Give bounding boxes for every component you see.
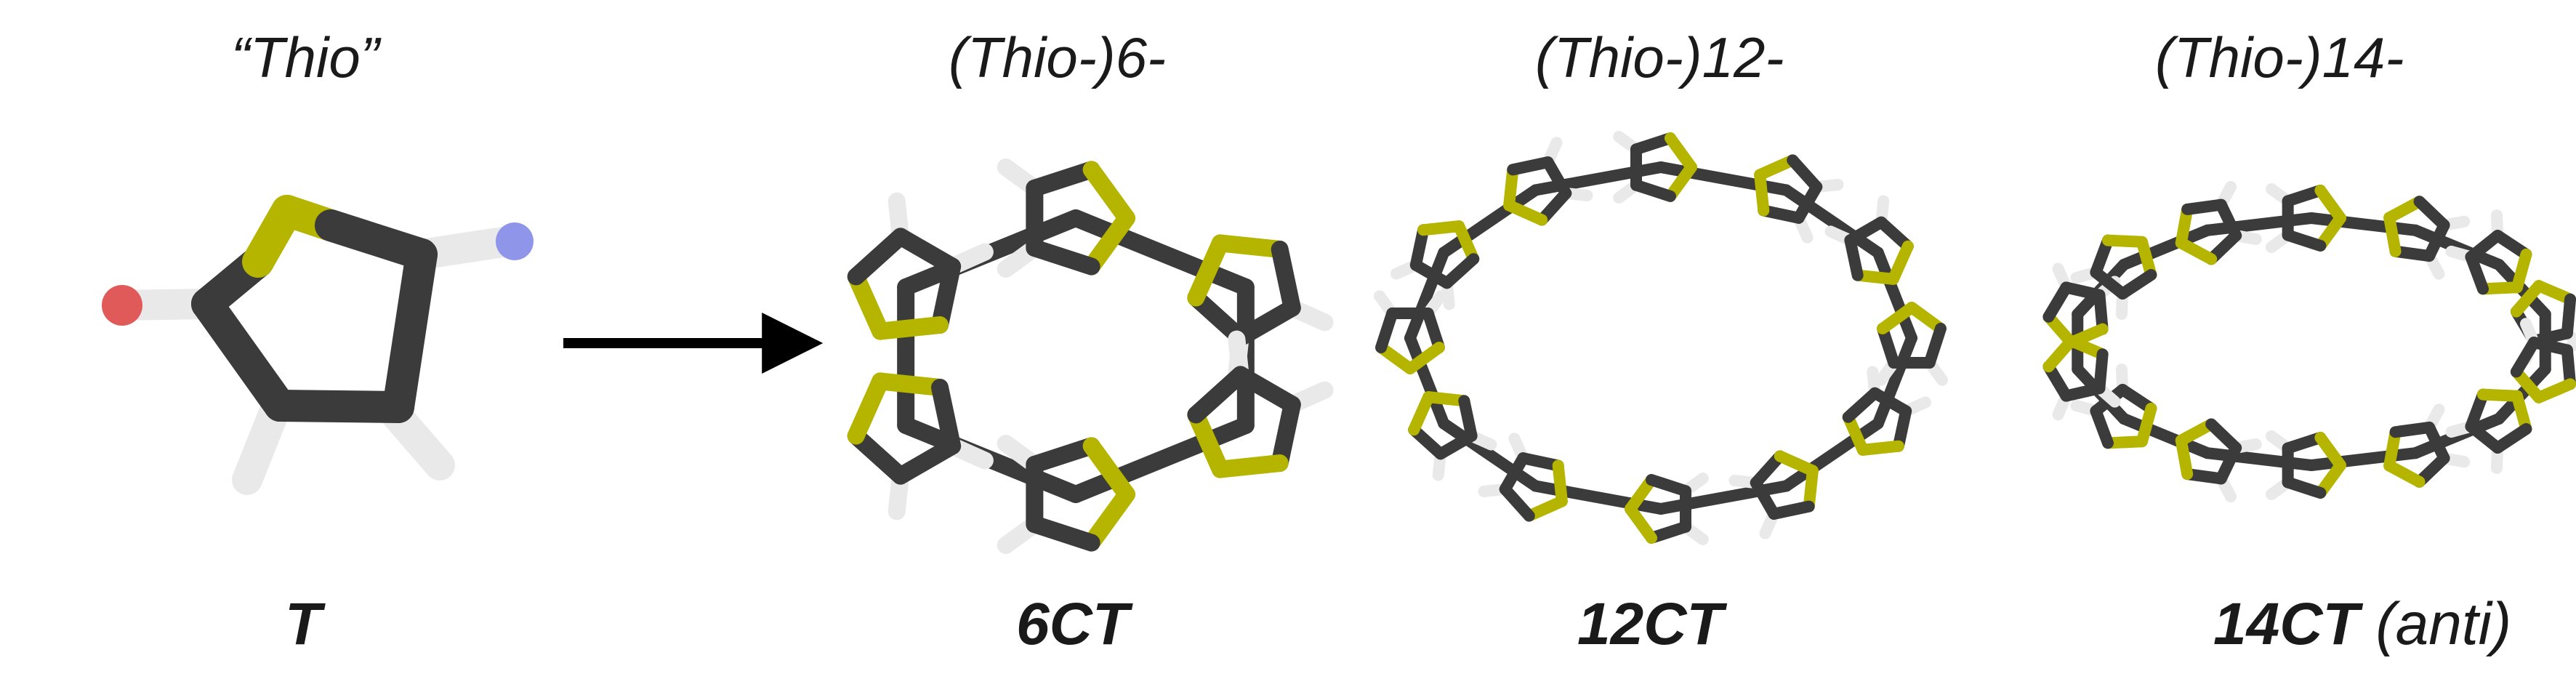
cyclo-12-thiophene bbox=[1374, 131, 1948, 545]
thiophene-unit bbox=[997, 435, 1135, 554]
thiophene-unit bbox=[1478, 433, 1568, 522]
thiophene-unit bbox=[1408, 391, 1497, 481]
thiophene-unit bbox=[2383, 196, 2471, 280]
thiophene-monomer bbox=[102, 195, 534, 495]
thiophene-unit bbox=[1503, 137, 1593, 226]
thiophene-unit bbox=[1728, 450, 1819, 539]
thiophene-unit bbox=[2510, 318, 2576, 403]
thiophene-unit bbox=[2445, 388, 2532, 474]
thiophene-unit bbox=[847, 192, 994, 340]
thiophene-unit bbox=[2265, 430, 2346, 500]
thiophene-unit bbox=[1374, 290, 1446, 374]
thiophene-unit bbox=[2265, 183, 2346, 253]
terminal-oxygen-icon bbox=[102, 285, 142, 326]
thiophene-unit bbox=[1842, 366, 1932, 456]
cyclo14-conformation-note: (anti) bbox=[2375, 591, 2512, 657]
cyclo-6-thiophene bbox=[847, 158, 1334, 554]
monomer-bottom-label: T bbox=[285, 591, 322, 657]
terminal-nitrogen-icon bbox=[496, 222, 534, 260]
cyclo14-top-label: (Thio-)14- bbox=[2155, 25, 2404, 89]
thiophene-unit bbox=[2070, 363, 2157, 449]
thiophene-unit bbox=[2042, 262, 2121, 349]
thiophene-unit bbox=[1824, 195, 1914, 285]
cyclo-14-thiophene bbox=[2042, 180, 2576, 503]
cyclo14-name: 14CT bbox=[2213, 591, 2359, 657]
cyclo6-top-label: (Thio-)6- bbox=[949, 25, 1167, 89]
thiophene-unit bbox=[2175, 418, 2262, 503]
thiophene-unit bbox=[1754, 154, 1844, 244]
thiophene-unit bbox=[1187, 234, 1334, 382]
cyclo12-top-label: (Thio-)12- bbox=[1535, 25, 1784, 89]
cyclo6-bottom-label: 6CT bbox=[1016, 591, 1129, 657]
thiophene-unit bbox=[2070, 234, 2157, 320]
thiophene-unit bbox=[1875, 302, 1948, 386]
cyclo12-bottom-label: 12CT bbox=[1577, 591, 1723, 657]
monomer-top-label: “Thio” bbox=[231, 25, 379, 89]
thiophene-unit bbox=[2175, 180, 2262, 265]
thiophene-unit bbox=[1390, 220, 1480, 310]
thiophene-unit bbox=[997, 158, 1135, 278]
thiophene-unit bbox=[1187, 330, 1334, 478]
thiophene-unit bbox=[2445, 209, 2532, 295]
thiophene-unit bbox=[1625, 473, 1709, 545]
thiophene-unit bbox=[847, 372, 994, 521]
cyclo14-bottom-label: 14CT (anti) bbox=[2213, 595, 2511, 654]
thiophene-unit bbox=[2383, 403, 2471, 488]
thiophene-unit bbox=[1613, 131, 1697, 204]
